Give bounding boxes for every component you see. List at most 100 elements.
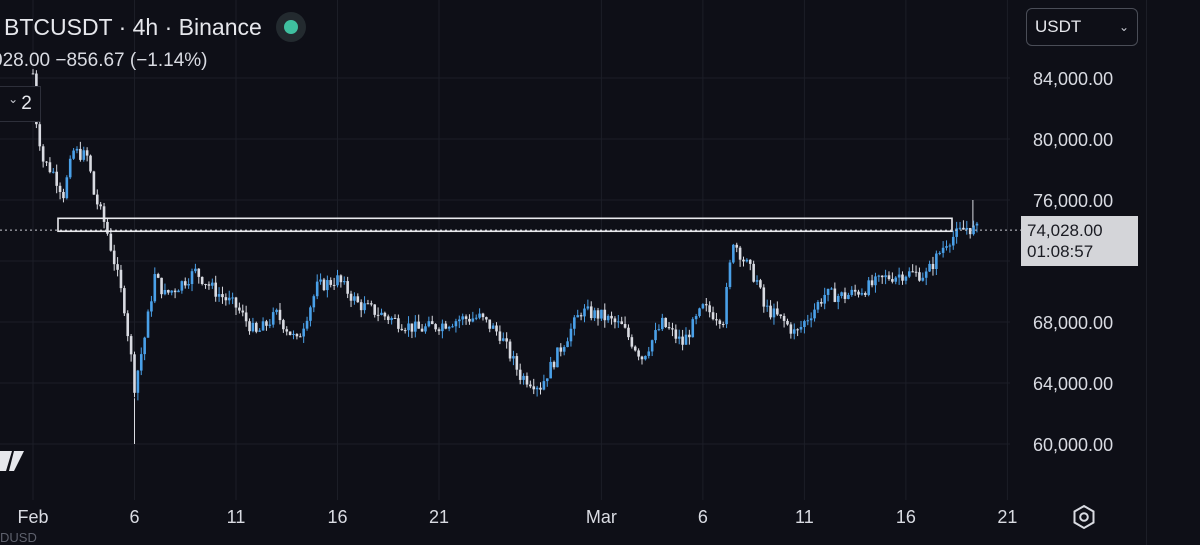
candle-body [654, 330, 657, 341]
candle-body [857, 291, 860, 295]
candle-body [877, 275, 881, 277]
resistance-zone-box[interactable] [57, 217, 953, 233]
currency-select[interactable]: USDT ⌄ [1026, 8, 1138, 46]
candle-body [894, 277, 898, 282]
candle-body [562, 347, 566, 352]
candle-body [163, 290, 167, 295]
gear-icon[interactable] [1070, 503, 1098, 531]
candle-body [640, 356, 644, 360]
candle-body [498, 331, 502, 341]
candle-body [447, 326, 451, 329]
candle-body [79, 148, 82, 160]
candle-body [309, 307, 312, 321]
candle-body [769, 305, 772, 318]
candle-body [799, 327, 803, 330]
candle-body [197, 268, 201, 277]
candlestick-series [31, 69, 979, 444]
candle-body [637, 350, 640, 357]
candle-body [529, 384, 532, 387]
candle-body [742, 259, 745, 262]
candle-body [515, 356, 519, 370]
candle-body [738, 247, 742, 260]
price-tick-label: 68,000.00 [1033, 313, 1113, 333]
candle-body [200, 276, 204, 285]
candle-body [836, 295, 840, 302]
candle-body [617, 321, 620, 323]
candle-body [840, 292, 843, 296]
candle-body [441, 323, 444, 332]
candle-body [336, 275, 339, 286]
candle-body [755, 280, 759, 282]
candle-body [370, 303, 373, 305]
candle-body [373, 304, 377, 315]
symbol-title[interactable]: BTCUSDT · 4h · Binance [4, 13, 262, 40]
candle-body [167, 290, 170, 293]
candle-body [241, 310, 245, 313]
time-tick-label: 16 [327, 507, 347, 527]
candle-body [258, 330, 261, 332]
candle-body [596, 310, 600, 319]
candle-body [224, 297, 228, 301]
market-status[interactable] [275, 12, 306, 42]
candle-body [72, 150, 75, 159]
status-dot-icon [283, 20, 298, 34]
candle-body [901, 274, 904, 281]
candle-body [150, 301, 153, 312]
candle-body [322, 279, 326, 291]
candle-body [468, 318, 471, 322]
last-price-value: 74,028.00 [1027, 221, 1103, 240]
price-axis[interactable]: 84,000.00 80,000.00 76,000.00 68,000.00 64,0… [1033, 69, 1113, 455]
candle-body [745, 259, 749, 262]
candle-body [75, 148, 79, 151]
candle-body [522, 375, 525, 380]
candle-body [786, 320, 789, 325]
candle-body [386, 316, 390, 321]
candle-body [204, 284, 207, 286]
candle-body [427, 321, 431, 327]
candle-body [393, 317, 397, 319]
candle-body [102, 206, 106, 222]
candle-body [972, 225, 975, 235]
candle-body [244, 312, 248, 322]
candle-body [725, 287, 728, 325]
candle-body [867, 280, 870, 295]
candle-body [945, 246, 948, 248]
currency-label: USDT [1035, 17, 1082, 36]
candle-body [535, 387, 539, 390]
candle-body [715, 319, 718, 321]
candle-body [177, 290, 180, 293]
candle-body [711, 312, 715, 320]
candle-body [789, 324, 793, 334]
candle-body [938, 252, 942, 254]
time-tick-label: 16 [896, 507, 916, 527]
indicators-toggle[interactable]: ⌄ 2 [0, 86, 41, 122]
time-axis[interactable]: Feb 6 11 16 21 Mar 6 11 16 21 [17, 507, 1017, 527]
candle-body [437, 329, 441, 332]
candle-body [556, 347, 559, 368]
candle-body [701, 304, 705, 309]
candle-body [231, 297, 234, 299]
candle-body [610, 315, 613, 319]
candle-body [762, 287, 766, 307]
candle-body [342, 281, 346, 283]
candle-body [471, 318, 475, 322]
price-chart[interactable]: 84,000.00 80,000.00 76,000.00 68,000.00 64,0… [0, 0, 1146, 545]
candle-body [728, 262, 732, 288]
candle-body [126, 313, 130, 337]
candle-body [221, 294, 224, 298]
candle-body [89, 155, 92, 172]
candle-body [657, 329, 661, 331]
candle-body [133, 354, 136, 393]
candle-body [488, 319, 492, 329]
candle-body [833, 288, 837, 302]
candle-body [545, 378, 549, 382]
time-tick-label: Feb [17, 507, 48, 527]
candle-body [603, 309, 607, 321]
candle-body [955, 228, 958, 237]
candle-body [948, 245, 952, 247]
candle-body [613, 318, 617, 323]
candle-body [55, 171, 58, 186]
candle-body [383, 312, 387, 317]
candle-body [630, 337, 634, 347]
candle-body [792, 329, 796, 334]
